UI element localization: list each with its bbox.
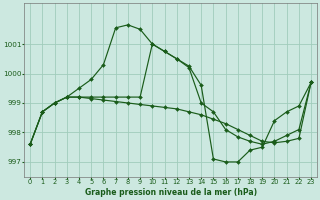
X-axis label: Graphe pression niveau de la mer (hPa): Graphe pression niveau de la mer (hPa) [84, 188, 257, 197]
